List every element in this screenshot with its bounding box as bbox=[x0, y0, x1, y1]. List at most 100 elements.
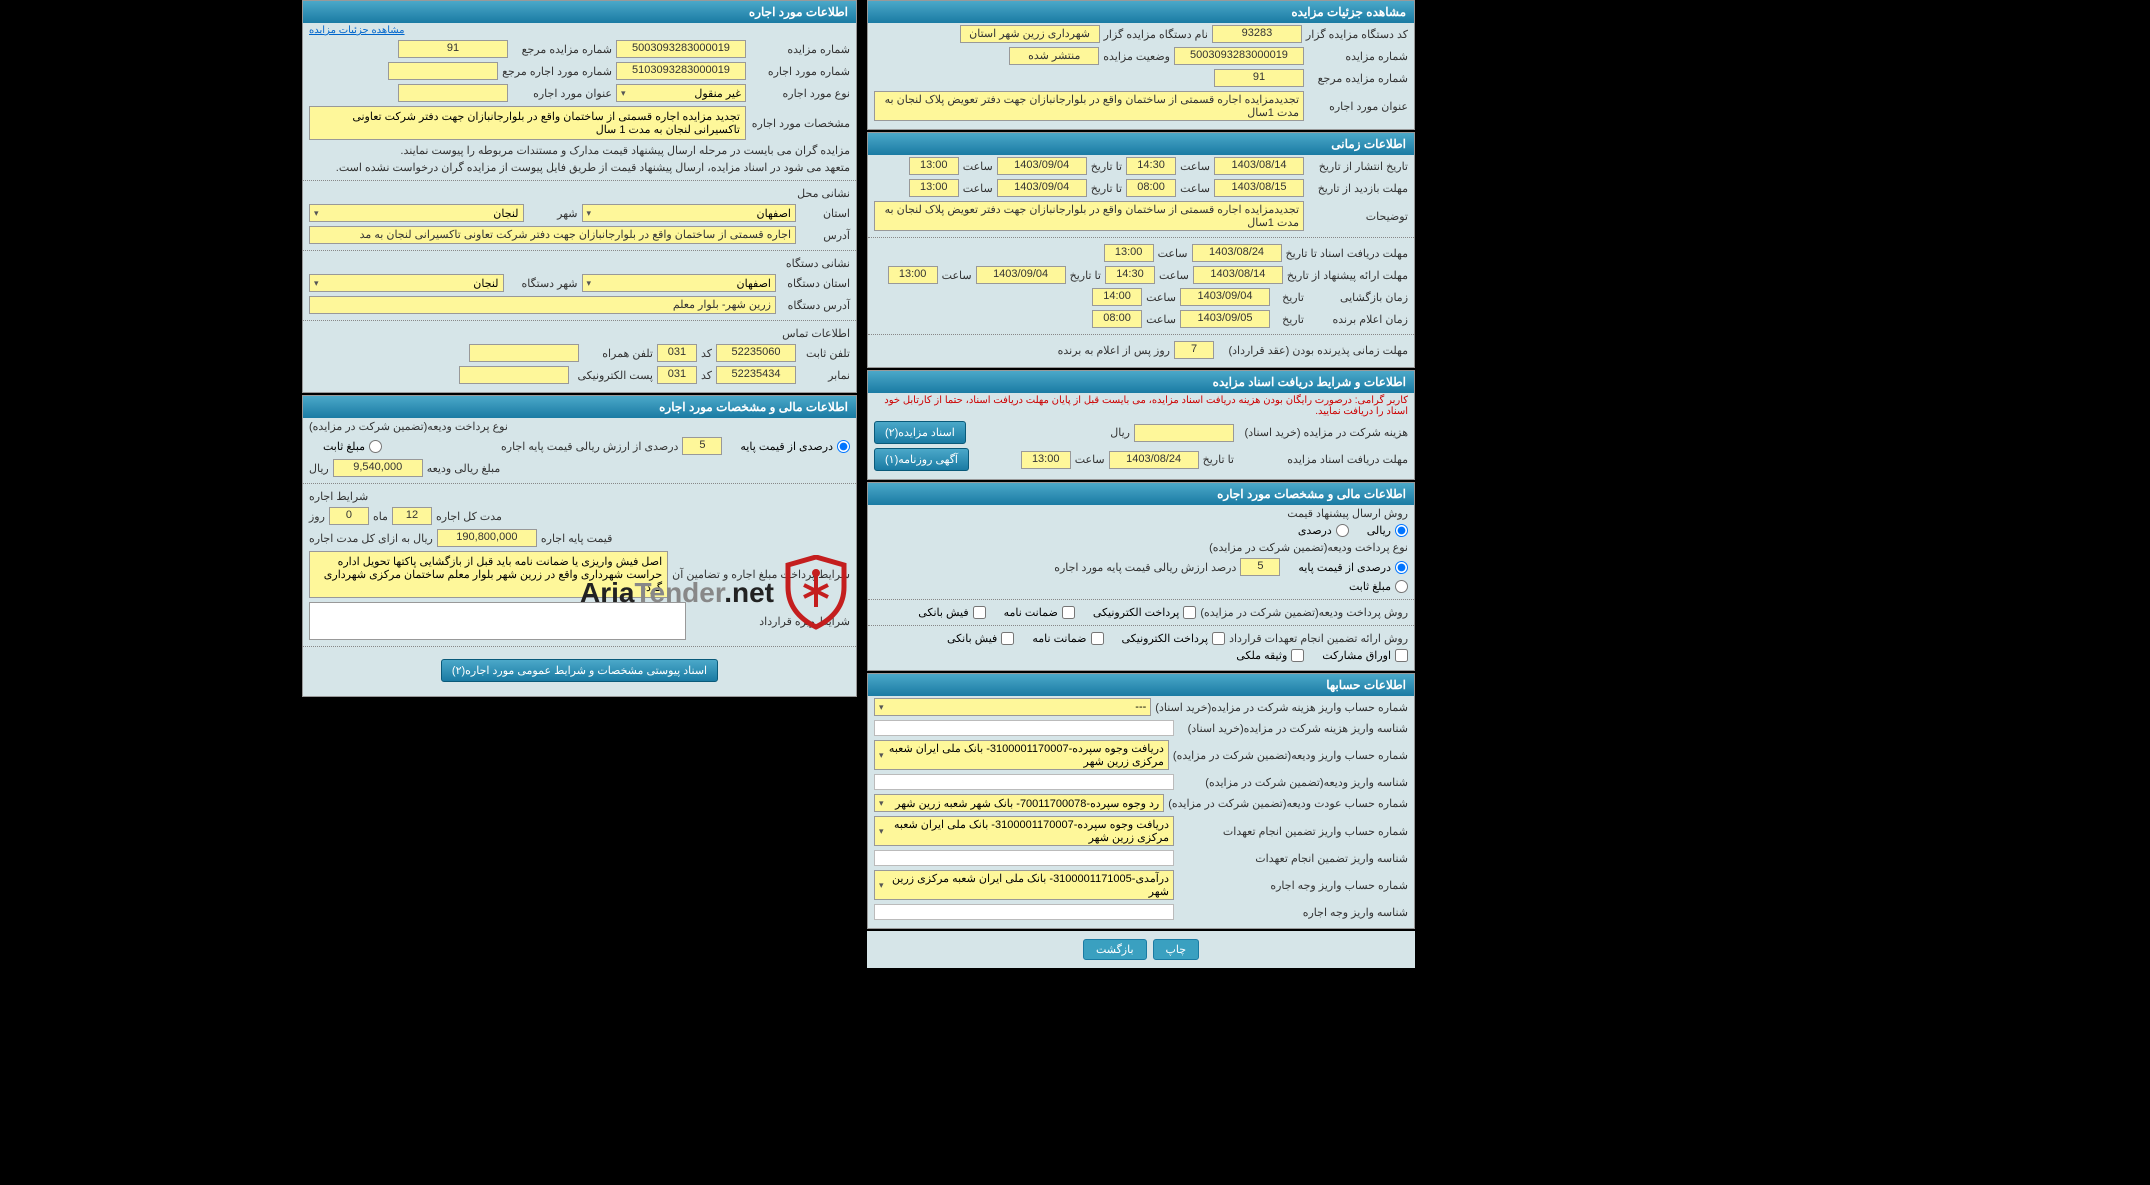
chevron-down-icon: ▾ bbox=[879, 750, 884, 761]
chevron-down-icon: ▾ bbox=[587, 208, 592, 219]
val-fax: 52235434 bbox=[716, 366, 796, 384]
acc-sel6[interactable]: دریافت وجوه سپرده-3100001170007- بانک مل… bbox=[874, 816, 1174, 846]
chk-share[interactable] bbox=[1395, 649, 1408, 662]
acc-lbl8: شماره حساب واریز وجه اجاره bbox=[1178, 879, 1408, 892]
divider bbox=[303, 250, 856, 251]
l-lbl-auction-no: شماره مزایده bbox=[750, 43, 850, 56]
acc-sel8[interactable]: درآمدی-3100001171005- بانک ملی ایران شعب… bbox=[874, 870, 1174, 900]
radio-fixed[interactable] bbox=[1395, 580, 1408, 593]
val-org-addr: زرین شهر- بلوار معلم bbox=[309, 296, 776, 314]
lbl-open: زمان بازگشایی bbox=[1308, 291, 1408, 304]
sel-org-prov[interactable]: اصفهان▾ bbox=[582, 274, 777, 292]
lbl-email: پست الکترونیکی bbox=[573, 369, 653, 382]
l-r-pct: درصدی از قیمت پایه bbox=[740, 440, 833, 453]
lbl-visit-from: مهلت بازدید از تاریخ bbox=[1308, 182, 1408, 195]
chk-guar[interactable] bbox=[1062, 606, 1075, 619]
val-addr: اجاره قسمتی از ساختمان واقع در بلوارجانب… bbox=[309, 226, 796, 244]
btn-print[interactable]: چاپ bbox=[1153, 939, 1200, 960]
lbl-fee: هزینه شرکت در مزایده (خرید اسناد) bbox=[1238, 426, 1408, 439]
lbl-winner: زمان اعلام برنده bbox=[1308, 313, 1408, 326]
chevron-down-icon: ▾ bbox=[879, 702, 884, 713]
val-offer-from: 1403/08/14 bbox=[1193, 266, 1283, 284]
docs-header: اطلاعات و شرایط دریافت اسناد مزایده bbox=[868, 371, 1414, 393]
sel-rent-type[interactable]: غیر منقول▾ bbox=[616, 84, 746, 102]
l-lbl-rent-spec: مشخصات مورد اجاره bbox=[750, 117, 850, 130]
lbl-pct-desc: درصد ارزش ریالی قیمت پایه مورد اجاره bbox=[1054, 561, 1236, 574]
red-notice: کاربر گرامی: درصورت رایگان بودن هزینه در… bbox=[868, 393, 1414, 419]
lbl-to2: تا تاریخ bbox=[1091, 182, 1122, 195]
l-val-rent-ref bbox=[388, 62, 498, 80]
lbl-fcode: کد bbox=[701, 369, 712, 382]
link-details[interactable]: مشاهده جزئیات مزایده bbox=[303, 23, 856, 38]
lbl-pay-method: روش پرداخت ودیعه(تضمین شرکت در مزایده) bbox=[1200, 606, 1408, 619]
r-base-pct: درصدی از قیمت پایه bbox=[1298, 561, 1391, 574]
val-email bbox=[459, 366, 569, 384]
val-pub-to-t: 13:00 bbox=[909, 157, 959, 175]
val-code: 93283 bbox=[1212, 25, 1302, 43]
lbl-org: نشانی دستگاه bbox=[750, 257, 850, 270]
lbl-code: کد دستگاه مزایده گزار bbox=[1306, 28, 1408, 41]
chk-bank[interactable] bbox=[973, 606, 986, 619]
lbl-t5: ساعت bbox=[1158, 247, 1188, 260]
watermark-logo: AriaTender.net bbox=[580, 555, 850, 630]
acc-sel1[interactable]: ---▾ bbox=[874, 698, 1151, 716]
chk-guar2[interactable] bbox=[1091, 632, 1104, 645]
l-radio-fixed[interactable] bbox=[369, 440, 382, 453]
val-rent-spec: تجدید مزایده اجاره قسمتی از ساختمان واقع… bbox=[309, 106, 746, 140]
btn-news1[interactable]: آگهی روزنامه(۱) bbox=[874, 448, 969, 471]
note2: متعهد می شود در اسناد مزایده، ارسال پیشن… bbox=[309, 161, 850, 174]
val-mobile bbox=[469, 344, 579, 362]
lbl-geo: نشانی محل bbox=[750, 187, 850, 200]
acc-lbl9: شناسه واریز وجه اجاره bbox=[1178, 906, 1408, 919]
chevron-down-icon: ▾ bbox=[314, 278, 319, 289]
lbl-dep-amt: مبلغ ریالی ودیعه bbox=[427, 462, 501, 475]
r-percent: درصدی bbox=[1298, 524, 1332, 537]
sel-org-city[interactable]: لنجان▾ bbox=[309, 274, 504, 292]
acc-sel3[interactable]: دریافت وجوه سپرده-3100001170007- بانک مل… bbox=[874, 740, 1169, 770]
val-name: شهرداری زرین شهر استان bbox=[960, 25, 1100, 43]
btn-docs2[interactable]: اسناد مزایده(۲) bbox=[874, 421, 966, 444]
val-doc-recv: 1403/08/24 bbox=[1192, 244, 1282, 262]
val-winner-date: 1403/09/05 bbox=[1180, 310, 1270, 328]
l-val-rent-title bbox=[398, 84, 508, 102]
lbl-price-method: روش ارسال پیشنهاد قیمت bbox=[1287, 507, 1408, 520]
lbl-addr: آدرس bbox=[800, 229, 850, 242]
divider bbox=[868, 237, 1414, 238]
btn-back[interactable]: بازگشت bbox=[1083, 939, 1147, 960]
lbl-to3: تا تاریخ bbox=[1070, 269, 1101, 282]
financial-panel: اطلاعات مالی و مشخصات مورد اجاره روش ارس… bbox=[867, 482, 1415, 671]
chk-prop[interactable] bbox=[1291, 649, 1304, 662]
lbl-dep-type2: نوع پرداخت ودیعه(تضمین شرکت در مزایده) bbox=[309, 420, 850, 433]
radio-base-pct[interactable] bbox=[1395, 561, 1408, 574]
acc-val7 bbox=[874, 850, 1174, 866]
acc-sel5[interactable]: رد وجوه سپرده-70011700078- بانک شهر شعبه… bbox=[874, 794, 1164, 812]
c-elec: پرداخت الکترونیکی bbox=[1093, 606, 1180, 619]
auction-details-panel: مشاهده جزئیات مزایده کد دستگاه مزایده گز… bbox=[867, 0, 1415, 130]
val-dep-amt: 9,540,000 bbox=[333, 459, 423, 477]
radio-rial[interactable] bbox=[1395, 524, 1408, 537]
val-offer-to-t: 13:00 bbox=[888, 266, 938, 284]
chk-elec[interactable] bbox=[1183, 606, 1196, 619]
radio-percent[interactable] bbox=[1336, 524, 1349, 537]
lbl-contact: اطلاعات تماس bbox=[750, 327, 850, 340]
l-lbl-rent-type: نوع مورد اجاره bbox=[750, 87, 850, 100]
sel-city[interactable]: لنجان▾ bbox=[309, 204, 524, 222]
chevron-down-icon: ▾ bbox=[879, 826, 884, 837]
lbl-org-prov: استان دستگاه bbox=[780, 277, 850, 290]
lbl-days-after: روز پس از اعلام به برنده bbox=[1058, 344, 1170, 357]
lbl-pcode: کد bbox=[701, 347, 712, 360]
acc-lbl4: شناسه واریز ودیعه(تضمین شرکت در مزایده) bbox=[1178, 776, 1408, 789]
val-pub-from-t: 14:30 bbox=[1126, 157, 1176, 175]
val-visit-to: 1403/09/04 bbox=[997, 179, 1087, 197]
btn-attach[interactable]: اسناد پیوستی مشخصات و شرایط عمومی مورد ا… bbox=[441, 659, 718, 682]
chk-elec2[interactable] bbox=[1212, 632, 1225, 645]
l-radio-pct[interactable] bbox=[837, 440, 850, 453]
chk-bank2[interactable] bbox=[1001, 632, 1014, 645]
val-base-price: 190,800,000 bbox=[437, 529, 537, 547]
lbl-contract-guar: روش ارائه تضمین انجام تعهدات قرارداد bbox=[1229, 632, 1408, 645]
lbl-name: نام دستگاه مزایده گزار bbox=[1104, 28, 1208, 41]
val-doc-dl-t: 13:00 bbox=[1021, 451, 1071, 469]
lbl-date2: تاریخ bbox=[1274, 313, 1304, 326]
sel-province[interactable]: اصفهان▾ bbox=[582, 204, 797, 222]
l-lbl-ref-no: شماره مزایده مرجع bbox=[512, 43, 612, 56]
